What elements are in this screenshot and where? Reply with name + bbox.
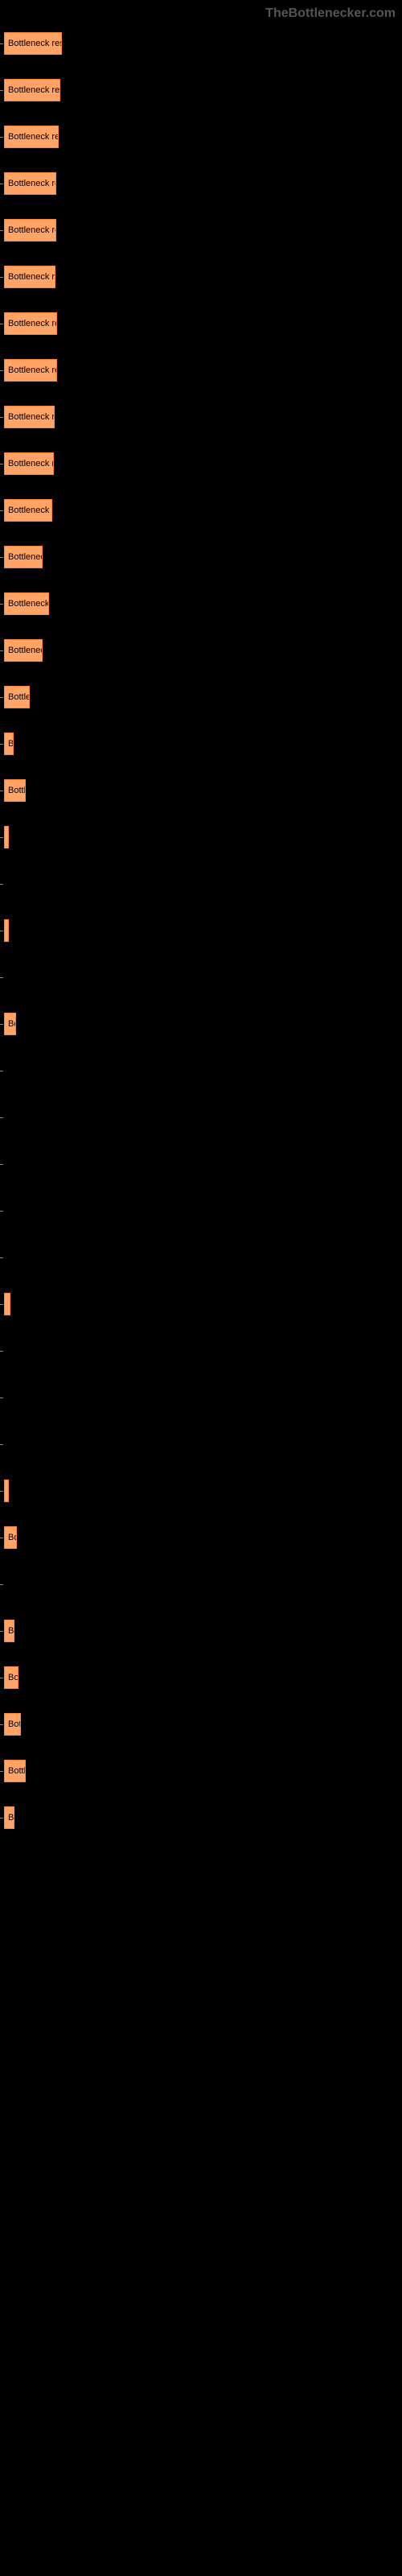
bar: Bottleneck re: [4, 499, 52, 522]
bar-row: Bottleneck: [0, 639, 402, 662]
tick-line: [0, 1257, 3, 1258]
tick-line: [0, 1724, 3, 1725]
bar-row: [0, 1153, 402, 1175]
bar-row: Bottleneck re: [0, 499, 402, 522]
bar: Bottl: [4, 1760, 26, 1782]
bar-row: Bottleneck res: [0, 219, 402, 242]
bar-row: Bottleneck res: [0, 266, 402, 288]
bar: [4, 1480, 9, 1502]
tick-line: [0, 43, 3, 44]
bar-row: [0, 1340, 402, 1362]
bar: Bot: [4, 1666, 18, 1689]
tick-line: [0, 1117, 3, 1118]
bar-row: [0, 919, 402, 942]
bar-row: Bottl: [0, 779, 402, 802]
bar: Bottleneck resu: [4, 79, 60, 101]
bar-row: Bottleneck res: [0, 406, 402, 428]
tick-line: [0, 1771, 3, 1772]
bar: Bottleneck r: [4, 592, 49, 615]
bar: [4, 826, 9, 848]
bar: Bottleneck: [4, 639, 43, 662]
bar-row: Bo: [0, 1013, 402, 1035]
bar: Bottleneck res: [4, 266, 55, 288]
tick-line: [0, 510, 3, 511]
bar-row: [0, 826, 402, 848]
bar-row: Bot: [0, 1666, 402, 1689]
watermark: TheBottlenecker.com: [265, 6, 396, 21]
bar-row: [0, 1293, 402, 1315]
bar-row: Bot: [0, 1713, 402, 1736]
bar-row: B: [0, 1620, 402, 1642]
bar: Bottleneck res: [4, 172, 56, 195]
bar-row: Bottleneck resu: [0, 79, 402, 101]
tick-line: [0, 557, 3, 558]
bar-row: Bottlen: [0, 686, 402, 708]
tick-line: [0, 90, 3, 91]
tick-line: [0, 884, 3, 885]
bar-row: Bottleneck resu: [0, 32, 402, 55]
tick-line: [0, 697, 3, 698]
bar: Bottleneck res: [4, 312, 57, 335]
bar-row: [0, 873, 402, 895]
tick-line: [0, 1351, 3, 1352]
tick-line: [0, 370, 3, 371]
tick-line: [0, 277, 3, 278]
bar-row: [0, 1246, 402, 1269]
bar: Bottleneck resu: [4, 32, 62, 55]
bar-row: [0, 1573, 402, 1596]
bar: Bottleneck: [4, 546, 43, 568]
bar: Bottlen: [4, 686, 30, 708]
bar-row: [0, 1059, 402, 1082]
bar: Bo: [4, 1526, 17, 1549]
tick-line: [0, 230, 3, 231]
bar: B: [4, 733, 14, 755]
tick-line: [0, 1584, 3, 1585]
tick-line: [0, 1164, 3, 1165]
bar: Bottleneck res: [4, 126, 59, 148]
bar-row: [0, 1386, 402, 1409]
bar-row: [0, 1480, 402, 1502]
bar-row: [0, 1199, 402, 1222]
bar-row: Bottleneck res: [0, 126, 402, 148]
tick-line: [0, 650, 3, 651]
bar-row: Bottleneck res: [0, 359, 402, 382]
tick-line: [0, 1631, 3, 1632]
bar-row: B: [0, 1806, 402, 1829]
bar: Bo: [4, 1013, 16, 1035]
bar-row: Bottleneck re: [0, 452, 402, 475]
tick-line: [0, 1024, 3, 1025]
bar-row: B: [0, 733, 402, 755]
bar: B: [4, 1806, 14, 1829]
tick-line: [0, 1304, 3, 1305]
bar-row: Bottl: [0, 1760, 402, 1782]
bar: B: [4, 1620, 14, 1642]
bar-chart: Bottleneck resu Bottleneck resu Bottleneck…: [0, 0, 402, 1869]
tick-line: [0, 1397, 3, 1398]
bar: [4, 919, 9, 942]
bar: Bot: [4, 1713, 21, 1736]
bar-row: Bottleneck: [0, 546, 402, 568]
bar-row: [0, 966, 402, 989]
bar-row: Bottleneck r: [0, 592, 402, 615]
bar-row: Bottleneck res: [0, 312, 402, 335]
tick-line: [0, 417, 3, 418]
bar-row: [0, 1433, 402, 1455]
tick-line: [0, 977, 3, 978]
bar: Bottleneck res: [4, 359, 57, 382]
bar: Bottl: [4, 779, 26, 802]
tick-line: [0, 604, 3, 605]
bar-row: Bo: [0, 1526, 402, 1549]
bar-row: Bottleneck res: [0, 172, 402, 195]
bar: Bottleneck res: [4, 406, 55, 428]
tick-line: [0, 744, 3, 745]
bar: Bottleneck re: [4, 452, 54, 475]
tick-line: [0, 1211, 3, 1212]
tick-line: [0, 837, 3, 838]
bar: [4, 1293, 10, 1315]
tick-line: [0, 137, 3, 138]
bar: Bottleneck res: [4, 219, 56, 242]
bar-row: [0, 1106, 402, 1129]
tick-line: [0, 1491, 3, 1492]
tick-line: [0, 1444, 3, 1445]
